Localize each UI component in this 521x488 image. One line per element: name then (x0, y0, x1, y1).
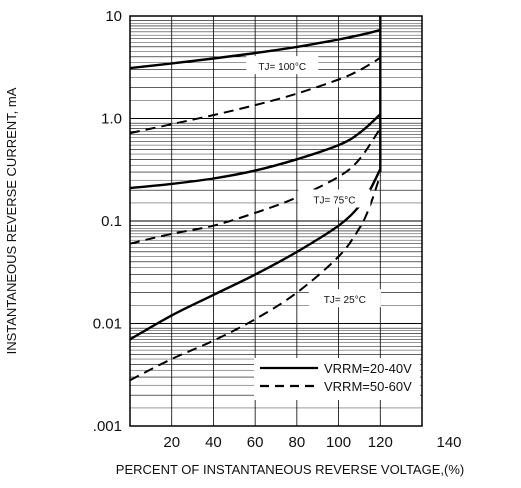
x-tick-label: 140 (437, 434, 462, 451)
annotation-background (246, 56, 319, 75)
temperature-annotations: TJ= 100°C TJ= 75°C TJ= 25°C (246, 56, 381, 308)
annotation-background (308, 289, 381, 308)
y-tick-label: 0.1 (101, 213, 122, 230)
x-tick-label: 60 (247, 434, 264, 451)
series-line-25c-dashed (129, 174, 382, 382)
y-tick-label: 1.0 (101, 111, 122, 128)
annotation-label: TJ= 100°C (258, 62, 306, 73)
plot-area-frame (129, 15, 423, 427)
legend-background (254, 358, 420, 400)
y-tick-label: .001 (93, 418, 122, 435)
series-line-100c-solid (129, 28, 381, 70)
legend-dashed-label: VRRM=50-60V (324, 379, 412, 394)
legend: VRRM=20-40V VRRM=50-60V (254, 358, 420, 400)
legend-solid-label: VRRM=20-40V (324, 361, 412, 376)
x-tick-label: 20 (163, 434, 180, 451)
annotation-label: TJ= 75°C (313, 195, 355, 206)
y-tick-label: 10 (105, 8, 122, 25)
x-tick-labels: 20 40 60 80 100 120 140 (163, 434, 461, 451)
y-tick-labels: .001 0.01 0.1 1.0 10 (93, 8, 122, 435)
gridlines (130, 16, 422, 427)
y-axis-label: INSTANTANEOUS REVERSE CURRENT, mA (4, 87, 19, 354)
annotation-label: TJ= 25°C (324, 295, 366, 306)
x-tick-label: 80 (289, 434, 306, 451)
x-tick-label: 100 (326, 434, 351, 451)
series-line-100c-dashed (129, 57, 381, 135)
series-line-75c-dashed (129, 127, 382, 245)
x-tick-label: 40 (205, 434, 222, 451)
x-axis-label: PERCENT OF INSTANTANEOUS REVERSE VOLTAGE… (116, 462, 464, 477)
series-line-75c-solid (129, 113, 382, 190)
annotation-background (298, 189, 371, 208)
y-tick-label: 0.01 (93, 316, 122, 333)
x-tick-label: 120 (368, 434, 393, 451)
